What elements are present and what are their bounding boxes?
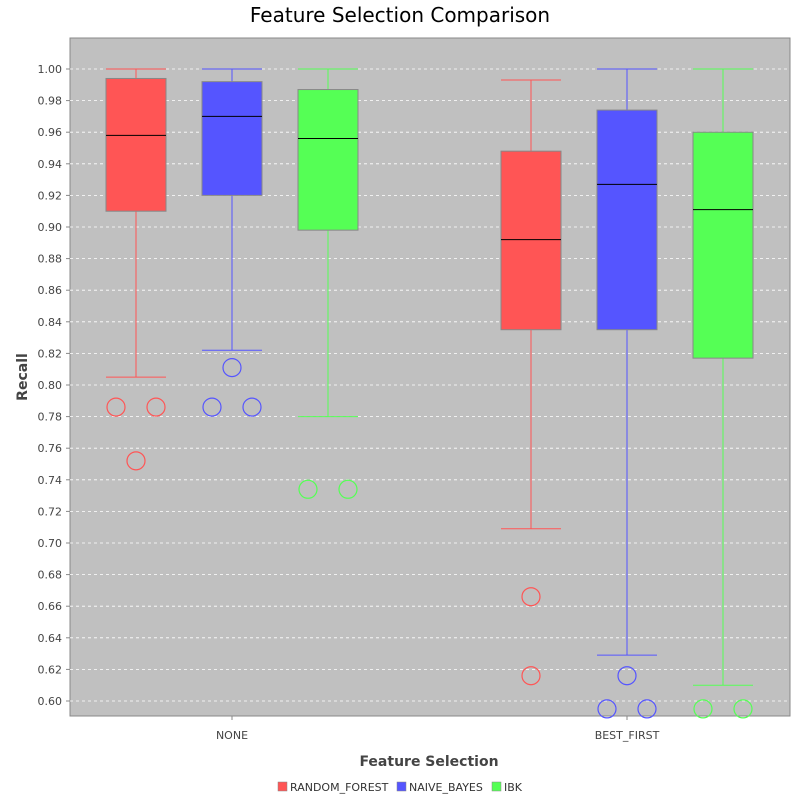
y-tick-label: 0.60 — [38, 695, 63, 708]
outlier-point — [106, 397, 126, 417]
y-tick-label: 0.84 — [38, 316, 63, 329]
y-tick-label: 0.72 — [38, 505, 63, 518]
outlier-point — [126, 451, 146, 471]
y-tick-label: 0.92 — [38, 189, 63, 202]
y-tick-label: 0.82 — [38, 347, 63, 360]
plot-area — [69, 37, 791, 717]
box-ibk-none — [297, 68, 359, 499]
legend-swatch — [396, 781, 407, 792]
legend-label: NAIVE_BAYES — [409, 781, 483, 794]
box-random_forest-none — [105, 68, 167, 471]
chart-title: Feature Selection Comparison — [250, 3, 550, 27]
box-iqr — [297, 89, 359, 231]
outlier-point — [338, 479, 358, 499]
y-tick-label: 0.74 — [38, 474, 63, 487]
box-random_forest-best_first — [500, 79, 562, 686]
box-naive_bayes-none — [201, 68, 263, 417]
box-iqr — [692, 131, 754, 359]
y-tick-label: 0.90 — [38, 221, 63, 234]
outlier-point — [693, 699, 713, 719]
box-iqr — [500, 150, 562, 331]
outlier-point — [733, 699, 753, 719]
outlier-point — [617, 666, 637, 686]
outlier-point — [597, 699, 617, 719]
y-tick-label: 0.62 — [38, 663, 63, 676]
box-iqr — [201, 81, 263, 196]
x-axis-label: Feature Selection — [359, 754, 498, 770]
legend-swatch — [491, 781, 502, 792]
grid-lines — [70, 68, 790, 702]
y-tick-label: 0.68 — [38, 569, 63, 582]
y-tick-label: 0.64 — [38, 632, 63, 645]
outlier-point — [521, 587, 541, 607]
legend-label: RANDOM_FOREST — [290, 781, 389, 794]
y-tick-label: 0.70 — [38, 537, 63, 550]
outlier-point — [298, 479, 318, 499]
outlier-point — [637, 699, 657, 719]
box-iqr — [105, 77, 167, 212]
y-axis-ticks: 0.60 0.62 0.64 0.66 0.68 0.70 0.72 0.74 0.76 0.78… — [38, 63, 70, 708]
x-axis-ticks: NONE BEST_FIRST — [216, 716, 660, 742]
y-tick-label: 1.00 — [38, 63, 63, 76]
x-tick-label: NONE — [216, 729, 248, 742]
outlier-point — [242, 397, 262, 417]
box-ibk-best_first — [692, 68, 754, 719]
y-tick-label: 0.80 — [38, 379, 63, 392]
box-naive_bayes-best_first — [596, 68, 658, 719]
y-tick-label: 0.96 — [38, 126, 63, 139]
legend: RANDOM_FOREST NAIVE_BAYES IBK — [277, 781, 523, 794]
y-tick-label: 0.76 — [38, 442, 63, 455]
legend-label: IBK — [504, 781, 523, 794]
outlier-point — [521, 666, 541, 686]
y-tick-label: 0.86 — [38, 284, 63, 297]
y-tick-label: 0.78 — [38, 411, 63, 424]
legend-swatch — [277, 781, 288, 792]
y-axis-label: Recall — [15, 353, 31, 401]
outlier-point — [146, 397, 166, 417]
outlier-point — [202, 397, 222, 417]
box-iqr — [596, 109, 658, 331]
y-tick-label: 0.88 — [38, 253, 63, 266]
x-tick-label: BEST_FIRST — [595, 729, 660, 742]
outlier-point — [222, 358, 242, 378]
y-tick-label: 0.66 — [38, 600, 63, 613]
box-plots — [105, 68, 754, 719]
y-tick-label: 0.94 — [38, 158, 63, 171]
y-tick-label: 0.98 — [38, 95, 63, 108]
